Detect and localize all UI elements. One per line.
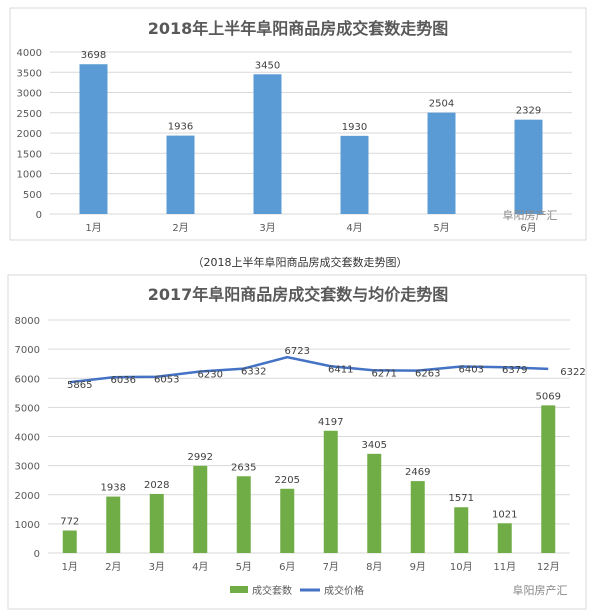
- line-data-label: 6411: [328, 364, 353, 375]
- x-tick-label: 12月: [537, 561, 560, 573]
- line-data-label: 5865: [67, 380, 92, 391]
- x-tick-label: 2月: [105, 561, 121, 573]
- line-data-label: 6230: [198, 370, 223, 381]
- bar-data-label: 2635: [231, 462, 256, 473]
- chart1-caption: （2018上半年阜阳商品房成交套数走势图）: [193, 255, 408, 269]
- y-tick-label: 2500: [17, 109, 42, 120]
- line-data-label: 6403: [459, 365, 484, 376]
- chart2-title: 2017年阜阳商品房成交套数与均价走势图: [148, 285, 449, 304]
- bar: [454, 507, 469, 553]
- y-tick-label: 3000: [15, 462, 40, 473]
- bar: [340, 135, 369, 214]
- x-tick-label: 9月: [410, 561, 426, 573]
- bar-data-label: 2205: [275, 475, 300, 486]
- price-line: [69, 355, 549, 384]
- bar: [79, 64, 108, 214]
- bar: [514, 119, 543, 214]
- x-tick-label: 4月: [192, 561, 208, 573]
- y-tick-label: 0: [36, 210, 42, 221]
- y-tick-label: 1500: [17, 149, 42, 160]
- bar: [106, 496, 121, 553]
- bar: [323, 430, 338, 553]
- x-tick-label: 5月: [236, 561, 252, 573]
- y-tick-label: 3000: [17, 89, 42, 100]
- bar: [497, 523, 512, 553]
- x-tick-label: 2月: [172, 222, 188, 234]
- bar: [149, 493, 164, 553]
- legend-label-line: 成交价格: [324, 584, 364, 597]
- line-data-label: 6271: [372, 368, 397, 379]
- watermark-1: 阜阳房产汇: [503, 208, 558, 222]
- legend-label-bar: 成交套数: [252, 584, 292, 597]
- x-tick-label: 3月: [259, 222, 275, 234]
- bar: [253, 74, 282, 215]
- bar: [193, 465, 208, 553]
- y-tick-label: 1000: [17, 170, 42, 181]
- bar: [427, 112, 456, 214]
- y-tick-label: 8000: [15, 316, 40, 327]
- x-tick-label: 1月: [85, 222, 101, 234]
- x-tick-label: 5月: [433, 222, 449, 234]
- x-tick-label: 3月: [149, 561, 165, 573]
- line-data-label: 6332: [241, 367, 266, 378]
- bar: [166, 135, 195, 214]
- x-tick-label: 10月: [450, 561, 473, 573]
- y-tick-label: 4000: [17, 48, 42, 59]
- y-tick-label: 4000: [15, 433, 40, 444]
- data-label: 3450: [255, 60, 280, 71]
- line-data-label: 6723: [285, 346, 310, 357]
- bar-data-label: 5069: [536, 391, 561, 402]
- line-data-label: 6053: [154, 375, 179, 386]
- data-label: 1936: [168, 122, 193, 133]
- y-tick-label: 6000: [15, 374, 40, 385]
- y-tick-label: 5000: [15, 403, 40, 414]
- chart1-title: 2018年上半年阜阳商品房成交套数走势图: [148, 19, 449, 38]
- x-tick-label: 4月: [346, 222, 362, 234]
- line-data-label: 6322: [560, 367, 585, 378]
- y-tick-label: 1000: [15, 520, 40, 531]
- line-data-label: 6263: [415, 369, 440, 380]
- y-tick-label: 7000: [15, 345, 40, 356]
- y-tick-label: 3500: [17, 68, 42, 79]
- bar-data-label: 2992: [188, 452, 213, 463]
- y-tick-label: 500: [23, 190, 42, 201]
- bar: [236, 476, 251, 553]
- x-tick-label: 7月: [323, 561, 339, 573]
- data-label: 2329: [516, 106, 541, 117]
- bar: [280, 488, 295, 553]
- bar-data-label: 772: [60, 517, 79, 528]
- x-tick-label: 6月: [520, 222, 536, 234]
- line-data-label: 6036: [111, 375, 136, 386]
- y-tick-label: 0: [34, 549, 40, 560]
- bar-data-label: 3405: [362, 440, 387, 451]
- chart2-legend: 成交套数 成交价格: [230, 584, 364, 597]
- x-tick-label: 11月: [493, 561, 516, 573]
- bar: [410, 481, 425, 553]
- y-tick-label: 2000: [17, 129, 42, 140]
- bar: [541, 405, 556, 553]
- bar-data-label: 2469: [405, 467, 430, 478]
- x-tick-label: 1月: [62, 561, 78, 573]
- legend-swatch-bar: [230, 586, 248, 593]
- chart2-frame: [7, 274, 587, 610]
- data-label: 1930: [342, 122, 367, 133]
- bar-data-label: 1571: [449, 493, 474, 504]
- bar: [62, 530, 77, 553]
- x-tick-label: 6月: [279, 561, 295, 573]
- line-data-label: 6379: [502, 365, 527, 376]
- bar: [367, 453, 382, 553]
- y-tick-label: 2000: [15, 491, 40, 502]
- bar-data-label: 4197: [318, 417, 343, 428]
- bar-data-label: 1021: [492, 509, 517, 520]
- bar-data-label: 2028: [144, 480, 169, 491]
- x-tick-label: 8月: [366, 561, 382, 573]
- data-label: 3698: [81, 50, 106, 61]
- data-label: 2504: [429, 99, 454, 110]
- watermark-2: 阜阳房产汇: [513, 583, 568, 597]
- bar-data-label: 1938: [101, 483, 126, 494]
